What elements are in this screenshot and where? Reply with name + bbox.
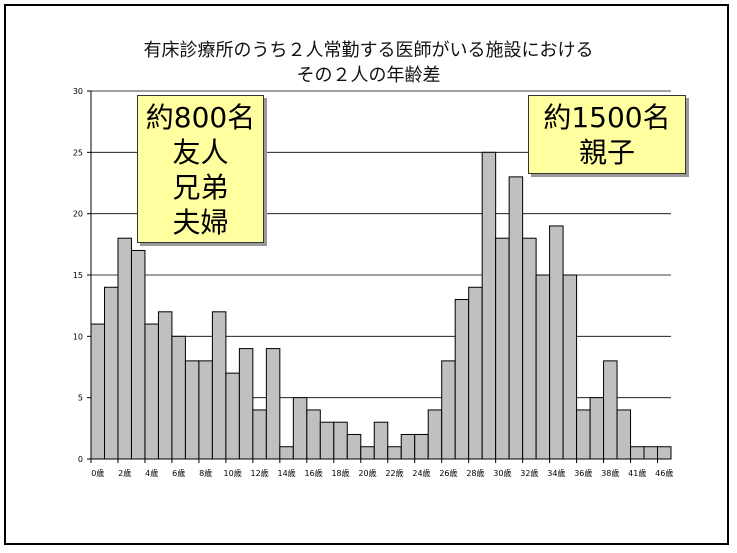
- x-tick-label: 34歳: [547, 468, 565, 478]
- bar: [252, 409, 267, 460]
- y-tick-label: 0: [78, 455, 83, 464]
- annotation-right-count: 約1500名: [543, 101, 671, 134]
- x-tick-label: 2歳: [118, 468, 131, 478]
- bar: [643, 446, 659, 460]
- bar: [130, 249, 146, 460]
- annotation-left-siblings: 兄弟: [172, 171, 229, 204]
- bar: [603, 360, 618, 460]
- x-tick-label: 30歳: [493, 468, 511, 478]
- annotation-left-count: 約800名: [145, 101, 256, 134]
- annotation-left-friends: 友人: [172, 136, 229, 169]
- bar: [346, 433, 362, 460]
- y-tick-labels: 0 5 10 15 20 25 30: [73, 87, 83, 464]
- y-tick-label: 15: [73, 271, 83, 280]
- x-tick-label: 16歳: [304, 468, 322, 478]
- chart-title: 有床診療所のうち２人常勤する医師がいる施設における その２人の年齢差: [0, 38, 737, 88]
- bar: [495, 237, 510, 460]
- bar: [414, 433, 429, 460]
- bar: [319, 421, 335, 460]
- chart-title-line-2: その２人の年齢差: [296, 65, 441, 86]
- bar: [238, 348, 254, 460]
- x-tick-label: 22歳: [385, 468, 403, 478]
- bar: [387, 446, 402, 460]
- x-tick-labels: 0歳 2歳 4歳 6歳 8歳 10歳 12歳 14歳 16歳 18歳 20歳 22歳 24歳 26歳 28歳…: [91, 468, 673, 478]
- axes: [87, 90, 671, 463]
- bar: [279, 446, 294, 460]
- x-tick-label: 20歳: [358, 468, 376, 478]
- x-tick-label: 12歳: [251, 468, 269, 478]
- x-tick-label: 26歳: [439, 468, 457, 478]
- x-tick-label: 36歳: [574, 468, 592, 478]
- y-tick-label: 25: [73, 148, 83, 157]
- x-tick-label: 4歳: [145, 468, 158, 478]
- bar: [535, 274, 551, 460]
- x-tick-label: 41歳: [628, 468, 646, 478]
- bar: [103, 286, 119, 460]
- x-tick-label: 10歳: [224, 468, 242, 478]
- bar: [117, 237, 132, 460]
- x-tick-label: 6歳: [172, 468, 185, 478]
- annotation-box-left: 約800名 友人 兄弟 夫婦: [137, 95, 264, 243]
- bar: [373, 421, 389, 460]
- x-tick-label: 38歳: [601, 468, 619, 478]
- y-tick-label: 5: [78, 394, 83, 403]
- bar: [171, 335, 186, 460]
- annotation-right-parent-child: 親子: [578, 136, 635, 169]
- x-tick-label: 8歳: [199, 468, 212, 478]
- y-tick-label: 10: [73, 332, 83, 341]
- bars: [90, 151, 672, 460]
- y-tick-label: 20: [73, 210, 83, 219]
- bar: [427, 409, 443, 460]
- bar: [468, 286, 483, 460]
- bar: [157, 311, 173, 460]
- x-tick-label: 32歳: [520, 468, 538, 478]
- bar: [454, 299, 470, 460]
- bar: [400, 433, 416, 460]
- bar: [630, 446, 645, 460]
- bar: [184, 360, 200, 460]
- bar: [144, 323, 159, 460]
- bar: [549, 225, 564, 460]
- x-tick-label: 18歳: [331, 468, 349, 478]
- annotation-left-couples: 夫婦: [172, 206, 229, 239]
- annotation-box-right: 約1500名 親子: [528, 95, 686, 174]
- bar: [265, 348, 281, 460]
- y-tick-label: 30: [73, 87, 83, 96]
- bar: [292, 397, 308, 460]
- bar: [522, 237, 537, 460]
- bar: [333, 421, 348, 460]
- x-tick-label: 46歳: [655, 468, 673, 478]
- x-tick-label: 28歳: [466, 468, 484, 478]
- x-tick-label: 0歳: [91, 468, 104, 478]
- bar: [616, 409, 632, 460]
- bar: [225, 372, 240, 460]
- bar: [90, 323, 105, 460]
- bar: [481, 151, 497, 460]
- chart-title-line-1: 有床診療所のうち２人常勤する医師がいる施設における: [143, 40, 594, 61]
- x-tick-label: 24歳: [412, 468, 430, 478]
- bar: [589, 397, 605, 460]
- bar: [562, 274, 578, 460]
- bar: [576, 409, 591, 460]
- bar: [198, 360, 213, 460]
- bar: [508, 176, 524, 460]
- x-tick-label: 14歳: [277, 468, 295, 478]
- bar: [441, 360, 456, 460]
- bar: [211, 311, 227, 460]
- bar: [306, 409, 321, 460]
- bar: [657, 446, 672, 460]
- bar: [360, 446, 375, 460]
